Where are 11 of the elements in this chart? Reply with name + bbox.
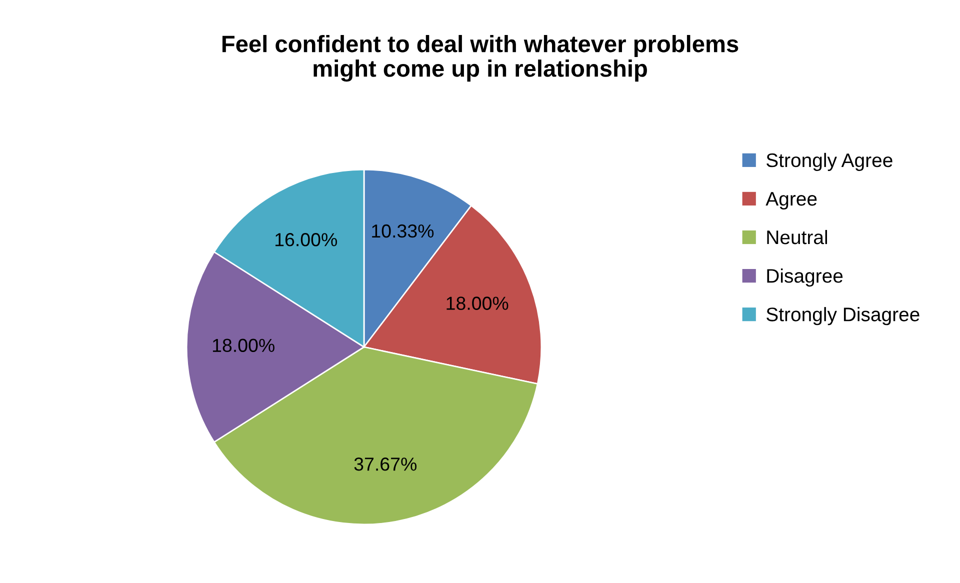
legend-label: Agree <box>766 192 817 210</box>
legend-label: Neutral <box>767 230 828 244</box>
chart-title: Feel confident to deal with whatever problems might come up in relationship <box>222 34 738 82</box>
legend-label: Disagree <box>767 268 843 287</box>
legend-label: Strongly Disagree <box>766 307 920 326</box>
data-label: 18.00% <box>212 338 274 352</box>
data-label: 18.00% <box>446 296 508 310</box>
data-label: 37.67% <box>354 458 417 471</box>
data-label: 10.33% <box>372 224 434 238</box>
legend-label: Strongly Agree <box>766 152 892 172</box>
data-label: 16.00% <box>276 233 337 246</box>
